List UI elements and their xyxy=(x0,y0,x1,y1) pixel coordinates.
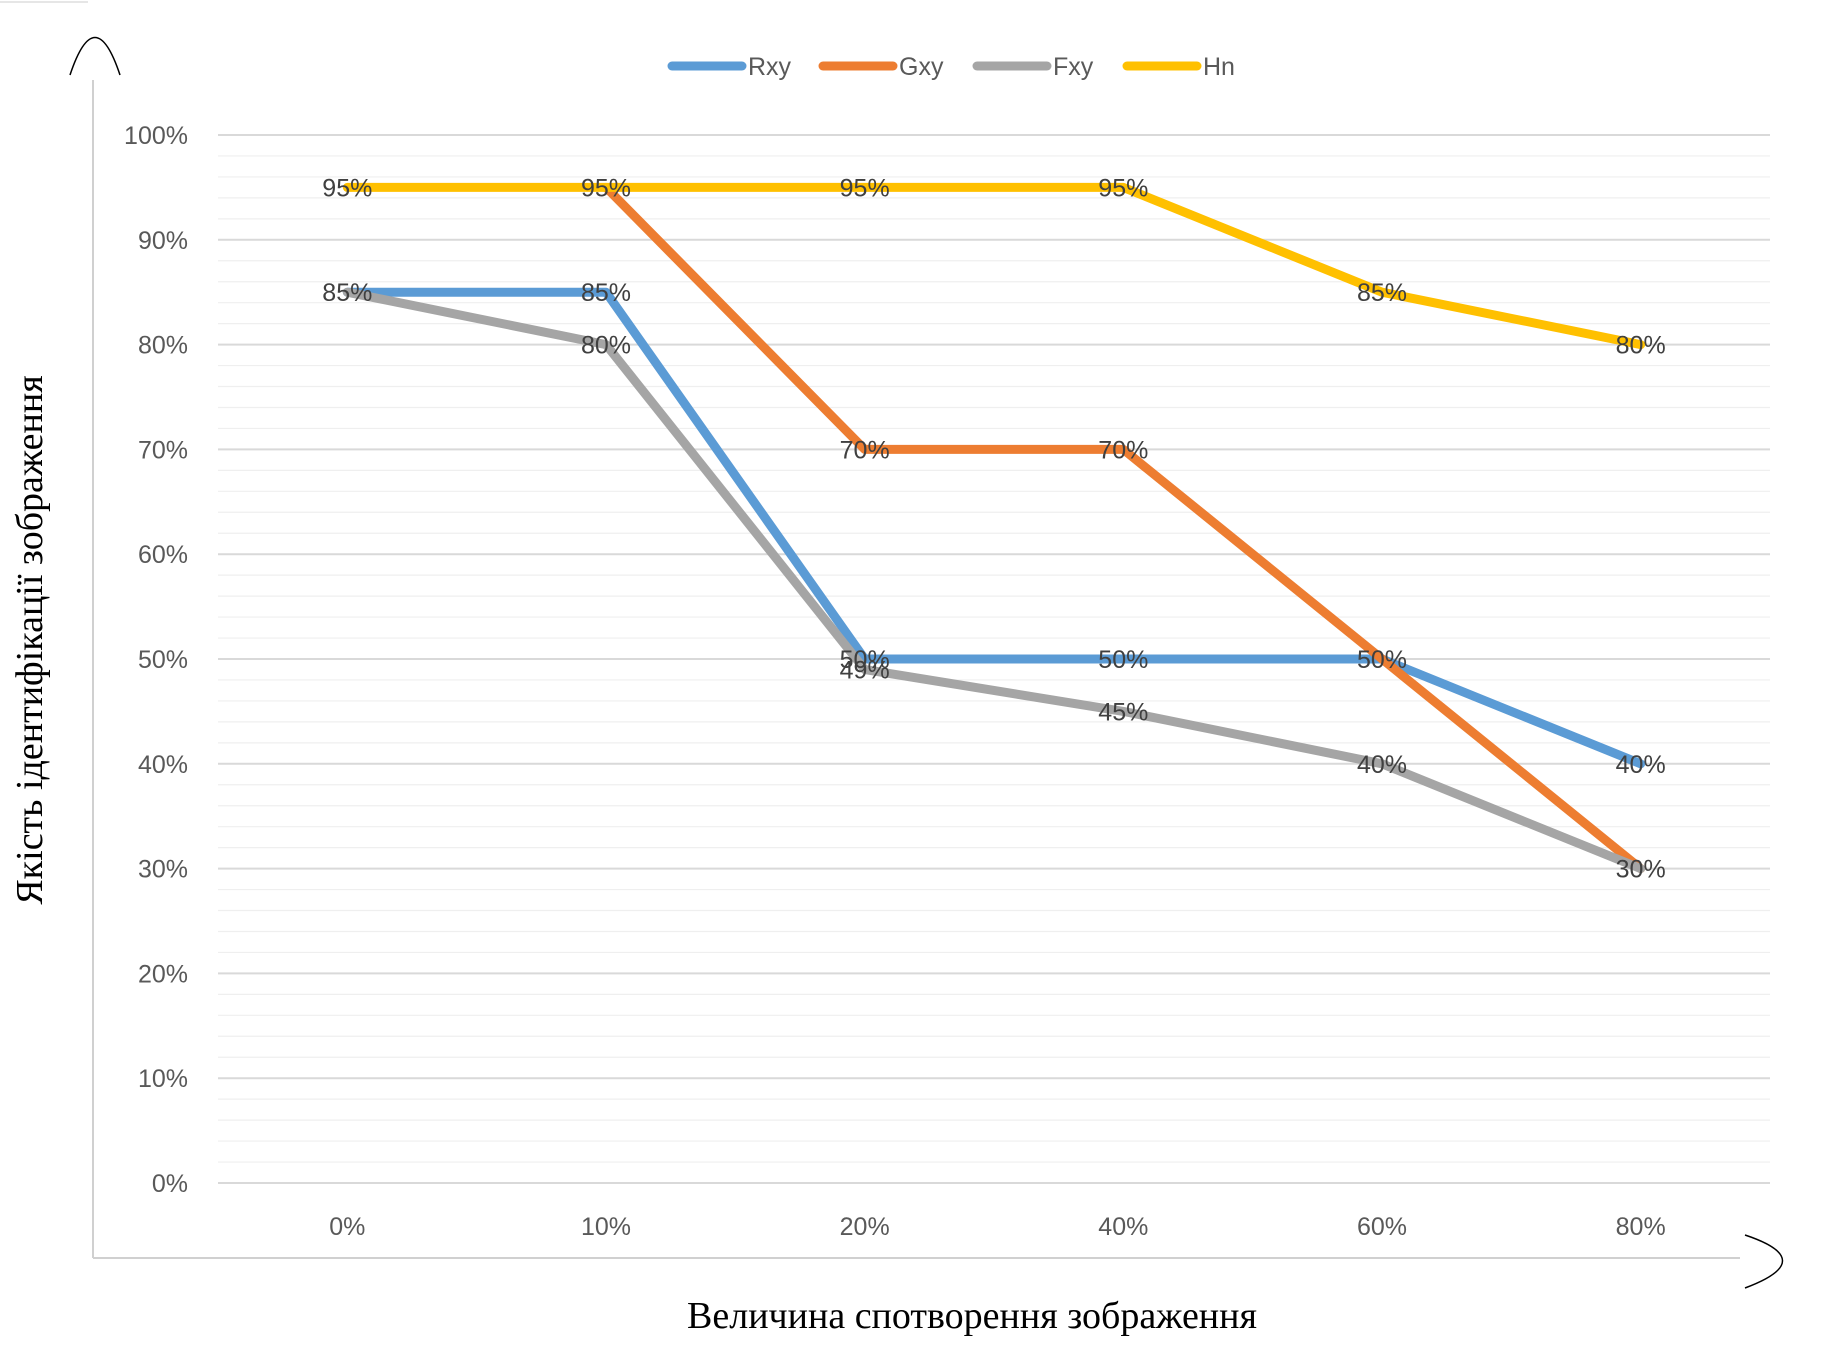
data-labels: 85% 85% 50% 50% 50% 40% 70% 70% 80% 49% 45% 40% 30% 9… xyxy=(322,174,1665,883)
y-tick-label: 20% xyxy=(138,960,188,988)
y-tick-labels: 0% 10% 20% 30% 40% 50% 60% 70% 80% 90% 100% xyxy=(124,122,188,1198)
legend-label-rxy: Rxy xyxy=(748,53,792,81)
data-label-fxy: 40% xyxy=(1357,751,1407,779)
data-label-rxy: 85% xyxy=(322,279,372,307)
x-tick-label: 10% xyxy=(581,1213,631,1241)
y-axis-title: Якість ідентифікації зображення xyxy=(9,375,51,904)
data-label-rxy: 50% xyxy=(1098,646,1148,674)
data-label-rxy: 50% xyxy=(1357,646,1407,674)
y-axis-arrow-icon xyxy=(69,36,121,76)
data-label-hn: 95% xyxy=(581,174,631,202)
series-lines xyxy=(342,182,1646,874)
data-label-fxy: 49% xyxy=(840,656,890,684)
x-tick-label: 80% xyxy=(1616,1213,1666,1241)
y-tick-label: 80% xyxy=(138,332,188,360)
data-label-hn: 95% xyxy=(322,174,372,202)
series-line-gxy xyxy=(601,182,1646,874)
axis-frame xyxy=(0,1,1784,1289)
y-tick-label: 30% xyxy=(138,856,188,884)
data-label-rxy: 85% xyxy=(581,279,631,307)
x-tick-label: 60% xyxy=(1357,1213,1407,1241)
y-tick-label: 10% xyxy=(138,1065,188,1093)
data-label-hn: 80% xyxy=(1616,332,1666,360)
data-label-fxy: 45% xyxy=(1098,698,1148,726)
data-label-fxy: 30% xyxy=(1616,856,1666,884)
series-line-fxy xyxy=(342,287,1646,874)
legend-label-fxy: Fxy xyxy=(1053,53,1094,81)
grid-layer xyxy=(218,134,1770,1184)
data-label-hn: 95% xyxy=(840,174,890,202)
legend-label-gxy: Gxy xyxy=(899,53,944,81)
y-tick-label: 0% xyxy=(152,1170,188,1198)
legend-label-hn: Hn xyxy=(1203,53,1235,81)
x-tick-label: 0% xyxy=(329,1213,365,1241)
y-tick-label: 40% xyxy=(138,751,188,779)
data-label-rxy: 40% xyxy=(1616,751,1666,779)
y-tick-label: 60% xyxy=(138,541,188,569)
data-label-hn: 85% xyxy=(1357,279,1407,307)
data-label-fxy: 80% xyxy=(581,332,631,360)
y-tick-label: 100% xyxy=(124,122,188,150)
data-label-rxy: 50% xyxy=(840,646,890,674)
x-tick-label: 40% xyxy=(1098,1213,1148,1241)
legend: Rxy Gxy Fxy Hn xyxy=(667,53,1235,81)
data-label-gxy: 70% xyxy=(840,436,890,464)
x-axis-arrow-icon xyxy=(1744,1234,1784,1289)
y-tick-label: 70% xyxy=(138,436,188,464)
x-tick-label: 20% xyxy=(840,1213,890,1241)
series-line-hn xyxy=(342,182,1646,350)
x-tick-labels: 0% 10% 20% 40% 60% 80% xyxy=(329,1213,1665,1241)
data-label-gxy: 70% xyxy=(1098,436,1148,464)
series-line-rxy xyxy=(342,287,1646,769)
x-axis-title: Величина спотворення зображення xyxy=(687,1295,1257,1337)
y-tick-label: 90% xyxy=(138,227,188,255)
y-tick-label: 50% xyxy=(138,646,188,674)
data-label-hn: 95% xyxy=(1098,174,1148,202)
